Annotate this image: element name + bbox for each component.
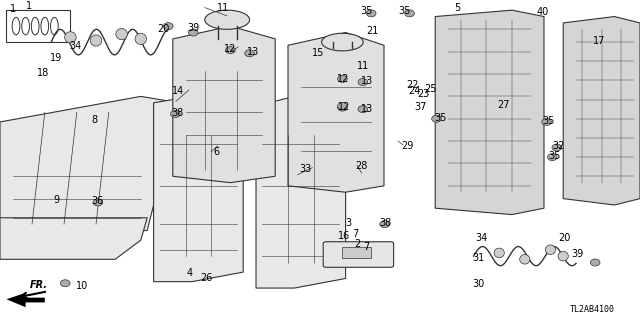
Text: 13: 13 <box>360 76 373 86</box>
Text: 14: 14 <box>172 86 184 96</box>
Ellipse shape <box>322 33 364 51</box>
Ellipse shape <box>545 245 556 254</box>
FancyBboxPatch shape <box>323 242 394 267</box>
Text: 35: 35 <box>542 116 555 126</box>
Polygon shape <box>0 96 179 230</box>
Text: 30: 30 <box>472 279 485 289</box>
Text: 39: 39 <box>572 249 584 259</box>
Ellipse shape <box>90 35 102 46</box>
Ellipse shape <box>338 104 348 111</box>
Text: 34: 34 <box>69 41 82 51</box>
Text: 32: 32 <box>552 141 564 151</box>
Ellipse shape <box>358 106 367 113</box>
Ellipse shape <box>338 102 348 109</box>
Ellipse shape <box>61 280 70 287</box>
Text: 9: 9 <box>53 195 60 205</box>
Ellipse shape <box>116 28 127 40</box>
Text: 7: 7 <box>363 242 369 252</box>
Text: FR.: FR. <box>29 280 47 290</box>
Text: 35: 35 <box>360 6 372 16</box>
Text: 33: 33 <box>299 164 312 174</box>
Text: 12: 12 <box>337 74 349 84</box>
Ellipse shape <box>93 199 103 206</box>
Ellipse shape <box>225 47 236 53</box>
Ellipse shape <box>338 75 348 82</box>
Text: 1: 1 <box>26 1 32 11</box>
Text: 12: 12 <box>224 44 237 54</box>
Ellipse shape <box>188 29 198 36</box>
Text: 19: 19 <box>50 53 63 63</box>
Text: 17: 17 <box>593 36 605 46</box>
Ellipse shape <box>366 10 376 17</box>
Text: 29: 29 <box>401 141 414 151</box>
Text: 21: 21 <box>366 26 379 36</box>
Ellipse shape <box>65 32 76 43</box>
Ellipse shape <box>205 10 250 29</box>
Polygon shape <box>288 33 384 192</box>
Polygon shape <box>154 96 243 282</box>
Text: 24: 24 <box>408 86 421 96</box>
Text: 36: 36 <box>91 196 104 206</box>
Text: 20: 20 <box>157 24 170 34</box>
Ellipse shape <box>432 115 442 122</box>
Text: 16: 16 <box>337 231 350 241</box>
Ellipse shape <box>548 154 557 161</box>
Ellipse shape <box>135 33 147 44</box>
Text: TL2AB4100: TL2AB4100 <box>570 305 614 314</box>
Text: 3: 3 <box>346 218 352 228</box>
Text: 25: 25 <box>424 84 436 94</box>
Text: 27: 27 <box>497 100 510 110</box>
Bar <box>342 246 371 258</box>
Text: 26: 26 <box>200 273 212 283</box>
Polygon shape <box>435 10 544 215</box>
Text: 13: 13 <box>246 47 259 57</box>
Text: 11: 11 <box>357 61 370 71</box>
Text: 5: 5 <box>454 3 461 12</box>
Text: 8: 8 <box>92 115 98 125</box>
Text: 35: 35 <box>548 151 561 162</box>
Ellipse shape <box>244 50 255 57</box>
Text: 23: 23 <box>417 89 430 99</box>
Text: 35: 35 <box>398 6 411 16</box>
Text: 20: 20 <box>558 233 571 243</box>
Ellipse shape <box>552 144 562 151</box>
Polygon shape <box>256 96 346 288</box>
Text: 7: 7 <box>352 229 358 239</box>
Text: 2: 2 <box>354 239 360 249</box>
Text: 37: 37 <box>414 102 427 112</box>
Ellipse shape <box>170 110 180 117</box>
Text: 39: 39 <box>187 23 200 33</box>
Text: 10: 10 <box>76 281 88 291</box>
Text: 6: 6 <box>213 147 220 157</box>
Text: 15: 15 <box>312 48 324 58</box>
Ellipse shape <box>541 118 551 125</box>
Text: 28: 28 <box>355 161 368 171</box>
Ellipse shape <box>358 78 367 85</box>
Text: 22: 22 <box>406 80 419 90</box>
Polygon shape <box>563 17 640 205</box>
Text: 13: 13 <box>360 104 373 114</box>
Ellipse shape <box>164 23 173 30</box>
Text: 31: 31 <box>472 253 485 263</box>
Ellipse shape <box>591 259 600 266</box>
Text: 18: 18 <box>36 68 49 78</box>
Ellipse shape <box>494 248 504 258</box>
Text: 12: 12 <box>337 102 350 112</box>
Ellipse shape <box>380 221 389 228</box>
Text: 11: 11 <box>216 3 229 13</box>
Bar <box>6 10 70 42</box>
Text: 34: 34 <box>475 233 488 243</box>
Ellipse shape <box>520 254 530 264</box>
Ellipse shape <box>404 10 415 17</box>
Text: 1: 1 <box>10 4 16 13</box>
Text: 35: 35 <box>434 113 447 123</box>
Text: 40: 40 <box>536 7 549 17</box>
Polygon shape <box>0 218 147 259</box>
Text: 4: 4 <box>187 268 193 278</box>
Ellipse shape <box>558 251 568 261</box>
Text: 38: 38 <box>380 218 392 228</box>
Polygon shape <box>173 26 275 183</box>
Polygon shape <box>6 293 45 307</box>
Text: 38: 38 <box>172 108 184 118</box>
